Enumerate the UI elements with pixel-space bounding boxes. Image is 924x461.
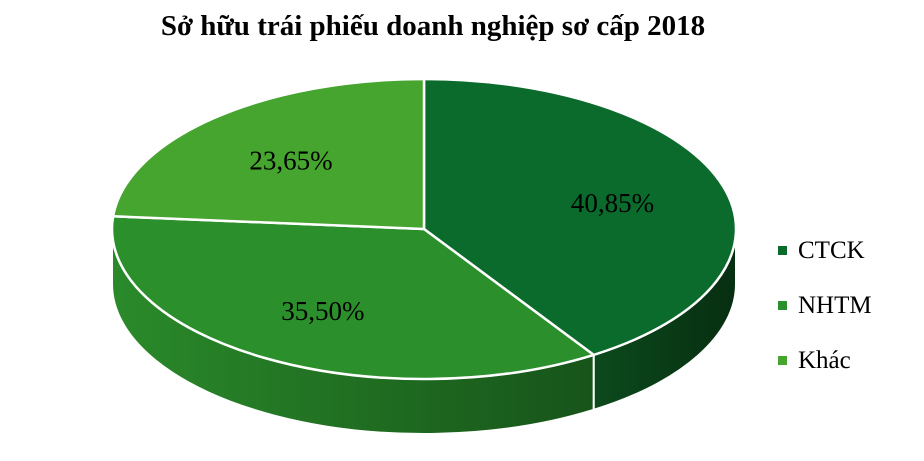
pie-labels: 40,85% 35,50% 23,65% [249, 145, 654, 326]
legend-swatch-khac [778, 356, 787, 365]
legend-swatch-nhtm [778, 301, 787, 310]
legend-label-khac: Khác [798, 346, 851, 374]
legend: CTCK NHTM Khác [778, 223, 918, 388]
data-label-ctck: 40,85% [571, 188, 654, 218]
pie-slice-nhtm [110, 215, 595, 381]
pie-slice-khac [111, 77, 426, 231]
legend-swatch-ctck [778, 246, 787, 255]
chart-title: Sở hữu trái phiếu doanh nghiệp sơ cấp 20… [160, 10, 706, 42]
legend-item-khac: Khác [778, 333, 918, 388]
data-label-khac: 23,65% [249, 145, 332, 175]
legend-label-nhtm: NHTM [798, 291, 872, 319]
data-label-nhtm: 35,50% [281, 296, 364, 326]
pie-tops [110, 77, 738, 381]
legend-item-nhtm: NHTM [778, 278, 918, 333]
legend-item-ctck: CTCK [778, 223, 918, 278]
legend-label-ctck: CTCK [798, 236, 865, 264]
